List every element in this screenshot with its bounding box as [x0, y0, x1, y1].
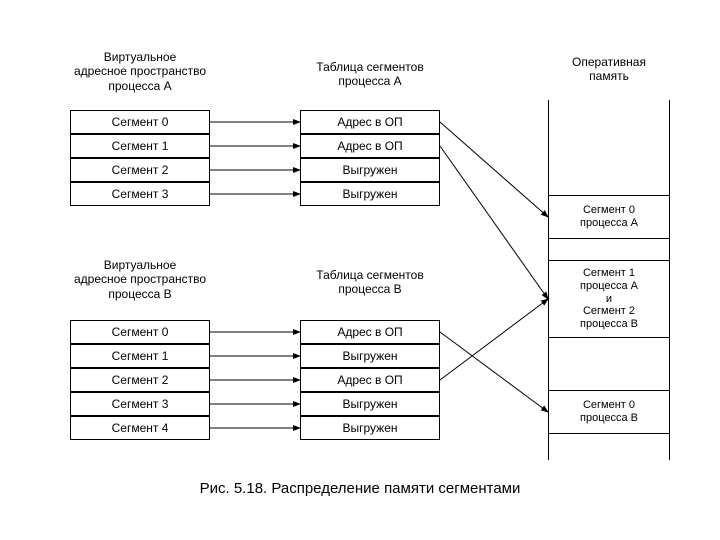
tB-cell: Адрес в ОП — [300, 320, 440, 344]
tA-cell: Выгружен — [300, 182, 440, 206]
tA-cell: Адрес в ОП — [300, 110, 440, 134]
tB-cell: Выгружен — [300, 416, 440, 440]
tB-cell: Выгружен — [300, 392, 440, 416]
ram-cell: Сегмент 0процесса В — [548, 390, 670, 434]
tB-cell: Выгружен — [300, 344, 440, 368]
vasA-cell: Сегмент 2 — [70, 158, 210, 182]
figure-caption: Рис. 5.18. Распределение памяти сегмента… — [140, 480, 580, 497]
vasA-cell: Сегмент 0 — [70, 110, 210, 134]
header-segtable-b: Таблица сегментовпроцесса В — [290, 268, 450, 297]
vasA-cell: Сегмент 1 — [70, 134, 210, 158]
vasB-cell: Сегмент 4 — [70, 416, 210, 440]
ram-cell: Сегмент 0процесса А — [548, 195, 670, 239]
tA-cell: Выгружен — [300, 158, 440, 182]
header-vas-b: Виртуальноеадресное пространствопроцесса… — [60, 258, 220, 301]
vasB-cell: Сегмент 1 — [70, 344, 210, 368]
vasB-cell: Сегмент 3 — [70, 392, 210, 416]
header-vas-a: Виртуальноеадресное пространствопроцесса… — [60, 50, 220, 93]
ram-cell: Сегмент 1процесса АиСегмент 2процесса В — [548, 260, 670, 338]
vasB-cell: Сегмент 2 — [70, 368, 210, 392]
header-segtable-a: Таблица сегментовпроцесса А — [290, 60, 450, 89]
vasB-cell: Сегмент 0 — [70, 320, 210, 344]
header-ram: Оперативнаяпамять — [548, 55, 670, 84]
vasA-cell: Сегмент 3 — [70, 182, 210, 206]
tA-cell: Адрес в ОП — [300, 134, 440, 158]
tB-cell: Адрес в ОП — [300, 368, 440, 392]
